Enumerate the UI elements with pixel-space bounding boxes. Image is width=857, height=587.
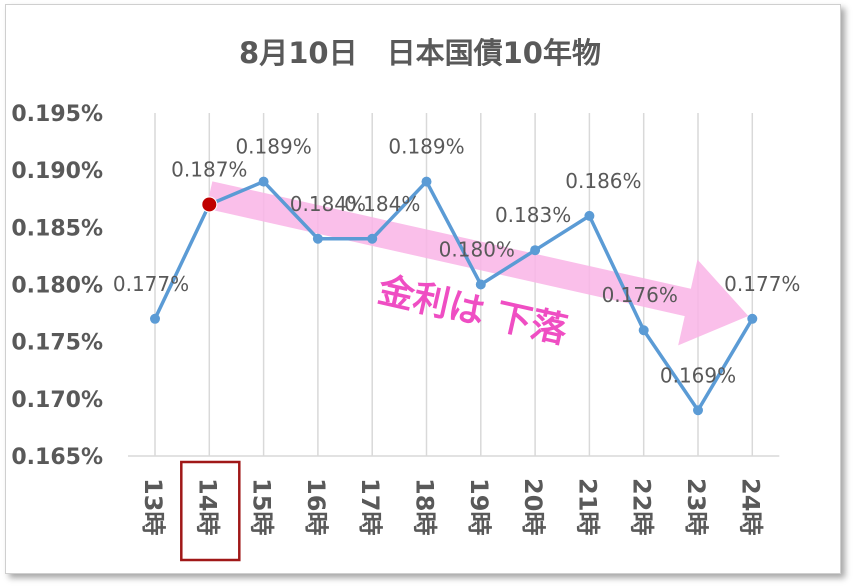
data-point (312, 233, 323, 244)
data-point (367, 233, 378, 244)
data-point (530, 245, 541, 256)
data-label: 0.183% (495, 203, 571, 227)
trend-arrow-shape (206, 181, 749, 346)
data-point (584, 210, 595, 221)
x-tick-label: 15時 (248, 478, 276, 535)
chart-title: 8月10日 日本国債10年物 (239, 36, 601, 70)
data-label: 0.189% (235, 135, 311, 159)
x-tick-label: 22時 (628, 478, 656, 535)
data-point (693, 405, 703, 416)
trend-arrow (206, 181, 749, 346)
data-label: 0.169% (660, 363, 736, 387)
data-label: 0.184% (290, 192, 366, 216)
data-point (475, 279, 486, 290)
x-axis: 13時 14時 15時 16時 17時 18時 19時 20時 21時 22時 23時 24時 (139, 460, 764, 562)
x-tick-label: 13時 (139, 478, 167, 535)
y-tick-label: 0.190% (11, 159, 103, 184)
x-tick-label: 17時 (356, 478, 384, 535)
y-axis: 0.165% 0.170% 0.175% 0.180% 0.185% 0.190% 0.19… (11, 102, 103, 470)
data-label: 0.189% (388, 135, 464, 159)
y-tick-label: 0.170% (11, 388, 103, 413)
data-label: 0.176% (602, 283, 678, 307)
x-tick-label: 21時 (573, 478, 601, 535)
x-tick-label: 18時 (411, 478, 439, 535)
y-tick-label: 0.185% (11, 216, 103, 241)
x-tick-label: 23時 (682, 478, 710, 535)
data-point (421, 176, 432, 187)
highlight-box (180, 460, 241, 562)
data-point (747, 313, 758, 324)
data-point (150, 313, 160, 324)
data-labels: 0.177%0.187%0.189%0.184%0.184%0.189%0.18… (113, 135, 801, 388)
x-tick-label: 19時 (465, 478, 493, 535)
y-tick-label: 0.165% (11, 445, 103, 470)
data-point (258, 176, 269, 187)
y-tick-label: 0.195% (11, 102, 103, 127)
data-label: 0.184% (344, 192, 420, 216)
highlighted-point (201, 196, 218, 213)
data-label: 0.177% (724, 272, 800, 296)
x-tick-label: 16時 (302, 478, 330, 535)
data-label: 0.187% (171, 157, 247, 181)
y-tick-label: 0.175% (11, 331, 103, 356)
data-label: 0.177% (113, 272, 189, 296)
series-line (150, 176, 758, 416)
y-tick-label: 0.180% (11, 274, 103, 299)
x-tick-label: 24時 (736, 478, 764, 535)
x-tick-label: 20時 (519, 478, 547, 535)
series-polyline (153, 179, 754, 413)
x-tick-label: 14時 (193, 478, 221, 535)
data-label: 0.186% (565, 169, 641, 193)
data-point (638, 325, 649, 336)
data-label: 0.180% (439, 238, 515, 262)
